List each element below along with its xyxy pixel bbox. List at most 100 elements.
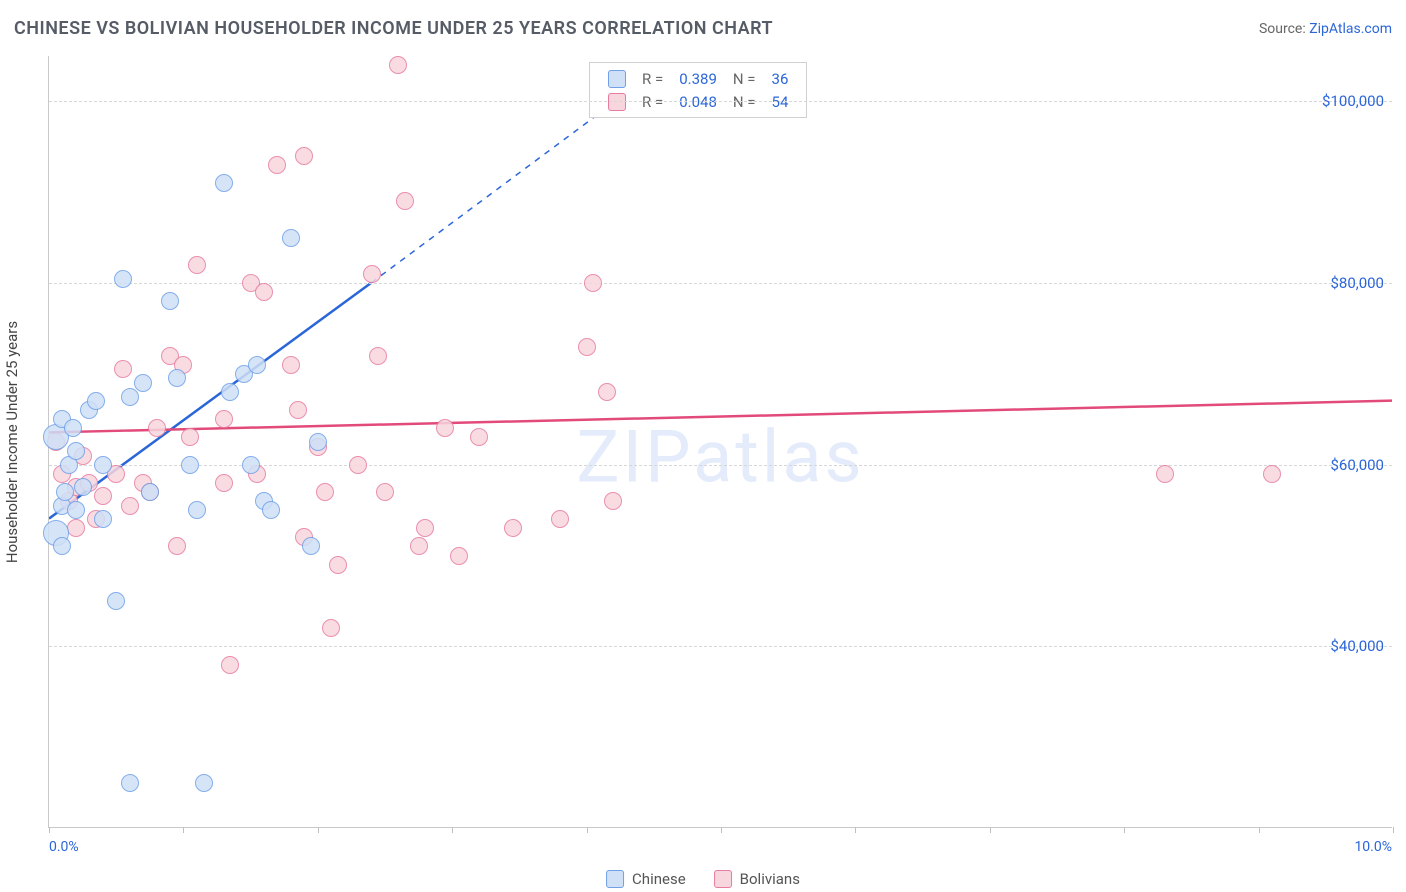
legend-item: Bolivians (714, 870, 800, 888)
data-point-chinese (161, 292, 179, 310)
data-point-chinese (215, 174, 233, 192)
data-point-bolivians (295, 147, 313, 165)
plot-area: Householder Income Under 25 years ZIPatl… (48, 56, 1392, 828)
data-point-bolivians (215, 474, 233, 492)
data-point-chinese (282, 229, 300, 247)
data-point-bolivians (329, 556, 347, 574)
xtick (452, 827, 453, 833)
data-point-bolivians (598, 383, 616, 401)
data-point-bolivians (1263, 465, 1281, 483)
data-point-bolivians (322, 619, 340, 637)
data-point-bolivians (255, 283, 273, 301)
legend-label: Chinese (632, 870, 686, 888)
data-point-bolivians (436, 419, 454, 437)
data-point-chinese (181, 456, 199, 474)
data-point-bolivians (578, 338, 596, 356)
data-point-bolivians (114, 360, 132, 378)
data-point-bolivians (363, 265, 381, 283)
legend-swatch (608, 70, 626, 88)
xtick-label: 0.0% (49, 839, 79, 855)
title-bar: CHINESE VS BOLIVIAN HOUSEHOLDER INCOME U… (14, 18, 1392, 39)
data-point-bolivians (504, 519, 522, 537)
stats-legend-box: R =0.389N =36R =0.048N =54 (589, 62, 807, 118)
data-point-bolivians (349, 456, 367, 474)
stat-N-value: 36 (764, 67, 797, 90)
xtick-label: 10.0% (1354, 839, 1392, 855)
xtick (318, 827, 319, 833)
xtick (587, 827, 588, 833)
data-point-bolivians (289, 401, 307, 419)
data-point-chinese (64, 419, 82, 437)
data-point-bolivians (215, 410, 233, 428)
data-point-bolivians (181, 428, 199, 446)
data-point-chinese (195, 774, 213, 792)
data-point-bolivians (376, 483, 394, 501)
data-point-chinese (107, 592, 125, 610)
bottom-legend: Chinese Bolivians (606, 870, 800, 888)
legend-swatch (606, 870, 624, 888)
data-point-bolivians (1156, 465, 1174, 483)
data-point-bolivians (188, 256, 206, 274)
ytick-label: $60,000 (1330, 456, 1384, 474)
source-label: Source: (1259, 21, 1306, 37)
data-point-bolivians (268, 156, 286, 174)
chart-title: CHINESE VS BOLIVIAN HOUSEHOLDER INCOME U… (14, 18, 773, 39)
source-link[interactable]: ZipAtlas.com (1309, 21, 1392, 37)
gridline-h (49, 646, 1392, 647)
legend-label: Bolivians (740, 870, 800, 888)
data-point-chinese (121, 388, 139, 406)
data-point-chinese (94, 456, 112, 474)
scatter-plot: ZIPatlas R =0.389N =36R =0.048N =54 $40,… (48, 56, 1392, 828)
stat-R-label: R = (634, 67, 671, 90)
ytick-label: $100,000 (1322, 92, 1384, 110)
data-point-chinese (121, 774, 139, 792)
data-point-bolivians (410, 537, 428, 555)
stat-N-label: N = (725, 67, 764, 90)
data-point-bolivians (470, 428, 488, 446)
xtick (721, 827, 722, 833)
data-point-chinese (188, 501, 206, 519)
data-point-bolivians (369, 347, 387, 365)
trend-line (49, 401, 1392, 433)
stats-row: R =0.389N =36 (600, 67, 796, 90)
data-point-chinese (114, 270, 132, 288)
data-point-bolivians (604, 492, 622, 510)
data-point-chinese (67, 442, 85, 460)
ytick-label: $40,000 (1330, 637, 1384, 655)
watermark: ZIPatlas (576, 414, 864, 499)
xtick (1124, 827, 1125, 833)
xtick (855, 827, 856, 833)
data-point-bolivians (67, 519, 85, 537)
data-point-chinese (248, 356, 266, 374)
data-point-chinese (309, 433, 327, 451)
data-point-chinese (67, 501, 85, 519)
xtick (990, 827, 991, 833)
data-point-chinese (87, 392, 105, 410)
xtick (1393, 827, 1394, 833)
data-point-bolivians (168, 537, 186, 555)
data-point-bolivians (396, 192, 414, 210)
data-point-bolivians (221, 656, 239, 674)
data-point-bolivians (121, 497, 139, 515)
data-point-chinese (262, 501, 280, 519)
xtick (1259, 827, 1260, 833)
data-point-bolivians (148, 419, 166, 437)
data-point-bolivians (416, 519, 434, 537)
xtick (183, 827, 184, 833)
source: Source: ZipAtlas.com (1259, 21, 1392, 37)
trend-lines (49, 56, 1392, 827)
data-point-bolivians (316, 483, 334, 501)
data-point-chinese (302, 537, 320, 555)
data-point-chinese (221, 383, 239, 401)
data-point-chinese (134, 374, 152, 392)
data-point-bolivians (282, 356, 300, 374)
data-point-chinese (74, 478, 92, 496)
xtick (49, 827, 50, 833)
data-point-chinese (53, 537, 71, 555)
data-point-bolivians (389, 56, 407, 74)
data-point-bolivians (94, 487, 112, 505)
data-point-chinese (141, 483, 159, 501)
ytick-label: $80,000 (1330, 274, 1384, 292)
data-point-chinese (242, 456, 260, 474)
data-point-bolivians (551, 510, 569, 528)
